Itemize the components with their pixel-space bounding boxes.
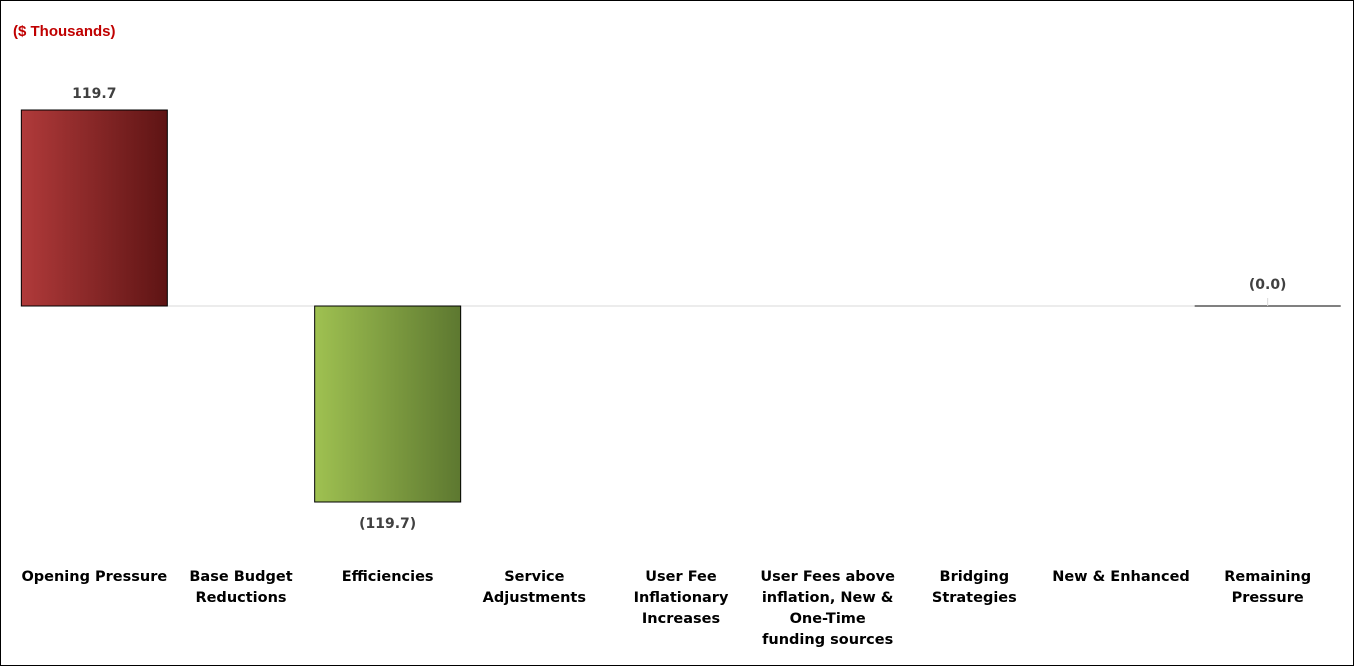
- data-label-opening-pressure: 119.7: [72, 86, 116, 102]
- category-label-user-fee-inflationary-increases: User Fee Inflationary Increases: [633, 569, 729, 627]
- category-label-user-fees-above-inflation-new-one-time-funding-sources: User Fees above inflation, New & One-Tim…: [760, 569, 895, 648]
- category-label-new-enhanced: New & Enhanced: [1052, 569, 1190, 585]
- category-label-base-budget-reductions: Base Budget Reductions: [189, 569, 293, 606]
- data-label-remaining-pressure: (0.0): [1249, 277, 1287, 293]
- bar-opening-pressure: [20, 109, 168, 307]
- waterfall-chart: 119.7 (119.7) (0.0): [20, 86, 1341, 532]
- category-label-service-adjustments: Service Adjustments: [482, 569, 586, 606]
- unit-label: ($ Thousands): [13, 23, 116, 40]
- category-label-opening-pressure: Opening Pressure: [21, 569, 168, 585]
- category-label-efficiencies: Efficiencies: [341, 569, 434, 585]
- bar-efficiencies: [314, 305, 462, 503]
- data-label-efficiencies: (119.7): [359, 516, 416, 532]
- category-label-remaining-pressure: Remaining Pressure: [1224, 569, 1312, 606]
- category-label-bridging-strategies: Bridging Strategies: [931, 569, 1017, 606]
